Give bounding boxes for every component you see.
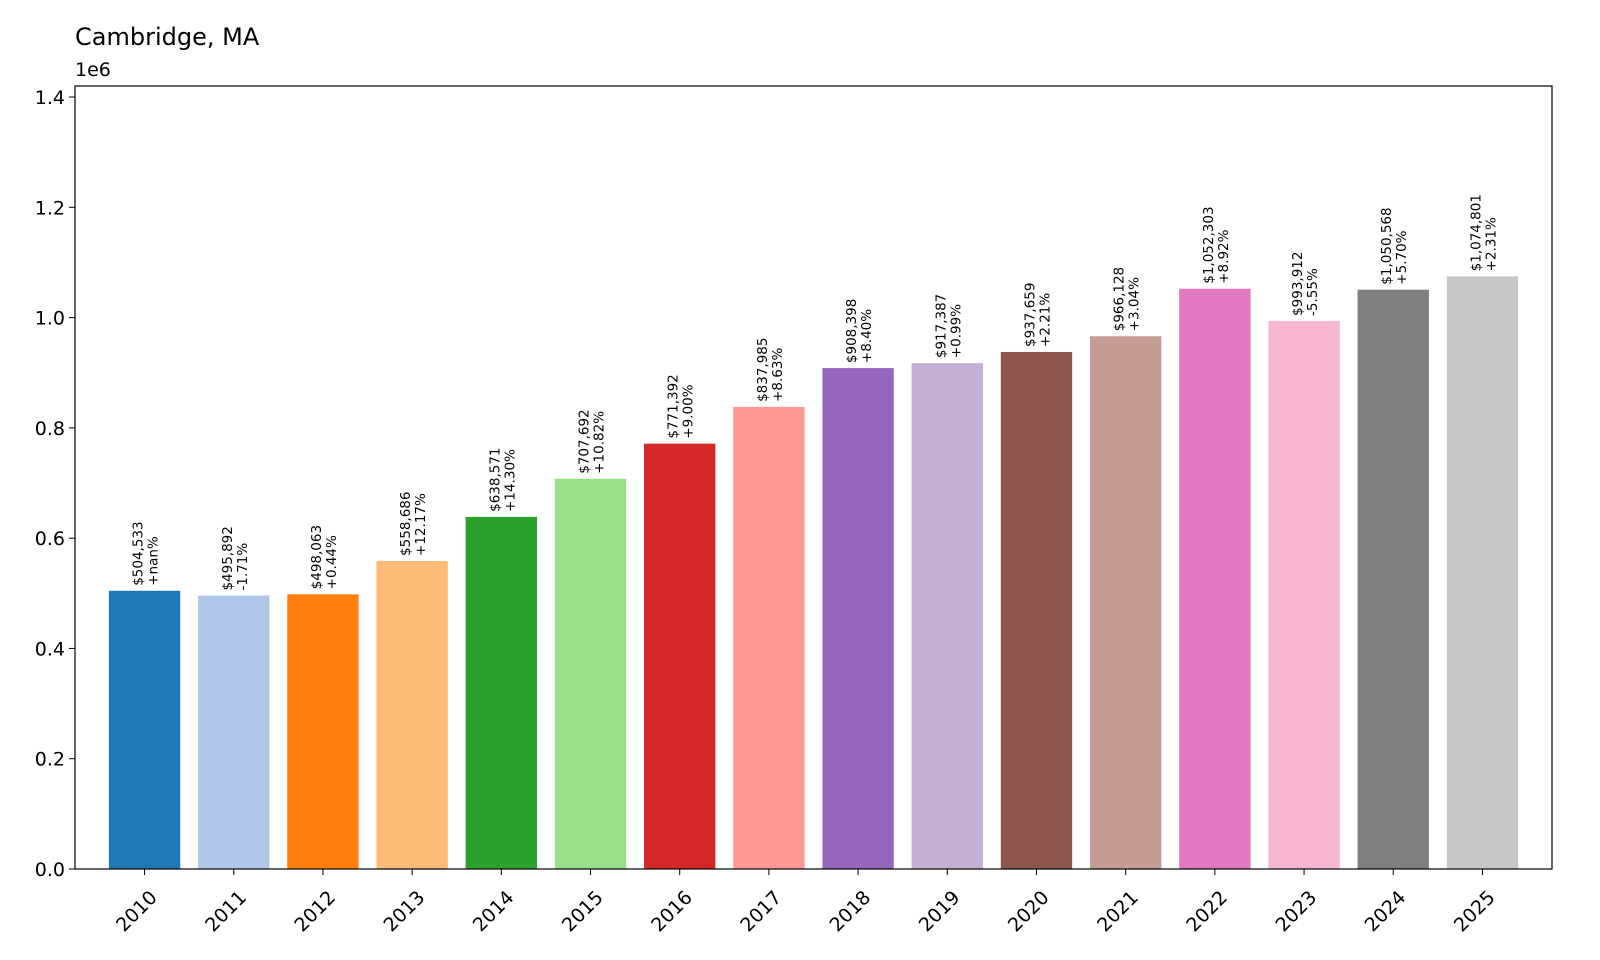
x-tick-label: 2020 (1004, 887, 1054, 937)
bar-2015 (554, 478, 627, 869)
bar-value-label: $1,052,303 (1201, 206, 1217, 283)
bar-2013 (376, 560, 448, 869)
bar-value-label: $1,074,801 (1468, 194, 1484, 271)
x-tick-label: 2017 (736, 887, 786, 937)
bar-value-label: $966,128 (1112, 267, 1128, 331)
bar-label-2021: $966,128 +3.04% (1112, 267, 1143, 331)
bar-2024 (1357, 289, 1429, 870)
bar-label-2017: $837,985 +8.63% (755, 338, 786, 402)
y-tick-label: 0.8 (35, 418, 65, 440)
bar-label-2015: $707,692 +10.82% (577, 409, 608, 473)
y-axis: 0.0 0.2 0.4 0.6 0.8 1.0 1.2 1.4 (35, 87, 75, 881)
bar-2011 (198, 595, 270, 869)
bar-value-label: $837,985 (755, 338, 771, 402)
bar-label-2020: $937,659 +2.21% (1022, 283, 1053, 347)
y-tick-label: 0.4 (35, 638, 65, 660)
bar-value-label: $707,692 (577, 409, 593, 473)
bar-2020 (1000, 351, 1073, 870)
bar-change-label: +2.31% (1483, 217, 1499, 271)
x-tick-label: 2011 (201, 887, 251, 937)
bar-change-label: +14.30% (502, 449, 518, 512)
x-tick-label: 2016 (647, 887, 697, 937)
x-tick-label: 2013 (380, 887, 430, 937)
bar-2014 (465, 516, 538, 869)
x-tick-label: 2025 (1450, 887, 1500, 937)
bar-label-2023: $993,912 -5.55% (1290, 252, 1321, 316)
x-tick-label: 2023 (1271, 887, 1321, 937)
bar-value-label: $495,892 (220, 526, 236, 590)
bar-change-label: +8.63% (770, 348, 786, 402)
bar-value-label: $504,533 (131, 521, 147, 585)
bar-change-label: +8.40% (859, 309, 875, 363)
y-tick-label: 0.2 (35, 749, 65, 771)
bar-change-label: +5.70% (1394, 230, 1410, 284)
bar-2012 (287, 594, 359, 869)
x-tick-label: 2022 (1182, 887, 1232, 937)
bar-label-2011: $495,892 -1.71% (220, 526, 251, 590)
bar-label-2012: $498,063 +0.44% (309, 525, 340, 589)
bar-change-label: +12.17% (413, 493, 429, 556)
bar-2022 (1179, 288, 1251, 869)
x-tick-label: 2010 (112, 887, 162, 937)
bar-change-label: -1.71% (235, 543, 251, 591)
x-tick-label: 2012 (290, 887, 340, 937)
bar-value-label: $908,398 (844, 299, 860, 363)
bar-2018 (822, 368, 894, 869)
bar-value-label: $498,063 (309, 525, 325, 589)
bar-2017 (733, 406, 805, 869)
bar-label-2014: $638,571 +14.30% (487, 447, 518, 511)
bar-value-label: $993,912 (1290, 252, 1306, 316)
plot-area-frame (74, 85, 1553, 870)
bar-value-label: $771,392 (666, 374, 682, 438)
bar-2019 (911, 363, 983, 869)
bar-value-label: $638,571 (487, 447, 503, 511)
bar-change-label: +9.00% (681, 384, 697, 438)
bar-value-label: $937,659 (1022, 283, 1038, 347)
bar-change-label: +3.04% (1127, 277, 1143, 331)
bar-2016 (644, 443, 716, 869)
bar-label-2016: $771,392 +9.00% (666, 374, 697, 438)
bar-labels-group: $504,533 +nan% $495,892 -1.71% $498,063 +0.44… (131, 194, 1500, 591)
bar-value-label: $917,387 (933, 294, 949, 358)
x-tick-label: 2019 (915, 887, 965, 937)
bar-label-2018: $908,398 +8.40% (844, 299, 875, 363)
y-tick-label: 0.0 (35, 859, 65, 881)
x-tick-label: 2021 (1093, 887, 1143, 937)
y-tick-label: 1.2 (35, 197, 65, 219)
bar-label-2024: $1,050,568 +5.70% (1379, 207, 1410, 284)
chart-title: Cambridge, MA (75, 23, 260, 51)
x-tick-label: 2015 (558, 887, 608, 937)
bar-label-2019: $917,387 +0.99% (933, 294, 964, 358)
bar-label-2025: $1,074,801 +2.31% (1468, 194, 1499, 271)
bar-label-2022: $1,052,303 +8.92% (1201, 206, 1232, 283)
x-tick-label: 2024 (1361, 887, 1411, 937)
bar-2023 (1268, 320, 1340, 869)
bar-change-label: +2.21% (1037, 293, 1053, 347)
bar-change-label: +0.44% (324, 535, 340, 589)
y-axis-offset-text: 1e6 (75, 59, 111, 81)
bar-label-2010: $504,533 +nan% (131, 521, 162, 585)
bar-2010 (108, 590, 181, 869)
bar-change-label: +0.99% (948, 304, 964, 358)
bar-change-label: +8.92% (1216, 229, 1232, 283)
bar-change-label: +10.82% (592, 411, 608, 474)
x-tick-label: 2018 (825, 887, 875, 937)
bar-value-label: $558,686 (398, 492, 414, 556)
bar-change-label: +nan% (146, 536, 162, 586)
bar-label-2013: $558,686 +12.17% (398, 492, 429, 556)
y-tick-label: 0.6 (35, 528, 65, 550)
bar-2025 (1446, 276, 1519, 870)
bar-2021 (1089, 336, 1162, 869)
bar-change-label: -5.55% (1305, 268, 1321, 316)
y-tick-label: 1.0 (35, 308, 65, 330)
y-tick-label: 1.4 (35, 87, 65, 109)
bars-group (108, 276, 1519, 870)
bar-value-label: $1,050,568 (1379, 207, 1395, 284)
x-axis: 2010 2011 2012 2013 2014 2015 2016 2017 2018 2019… (112, 869, 1500, 936)
x-tick-label: 2014 (469, 887, 519, 937)
